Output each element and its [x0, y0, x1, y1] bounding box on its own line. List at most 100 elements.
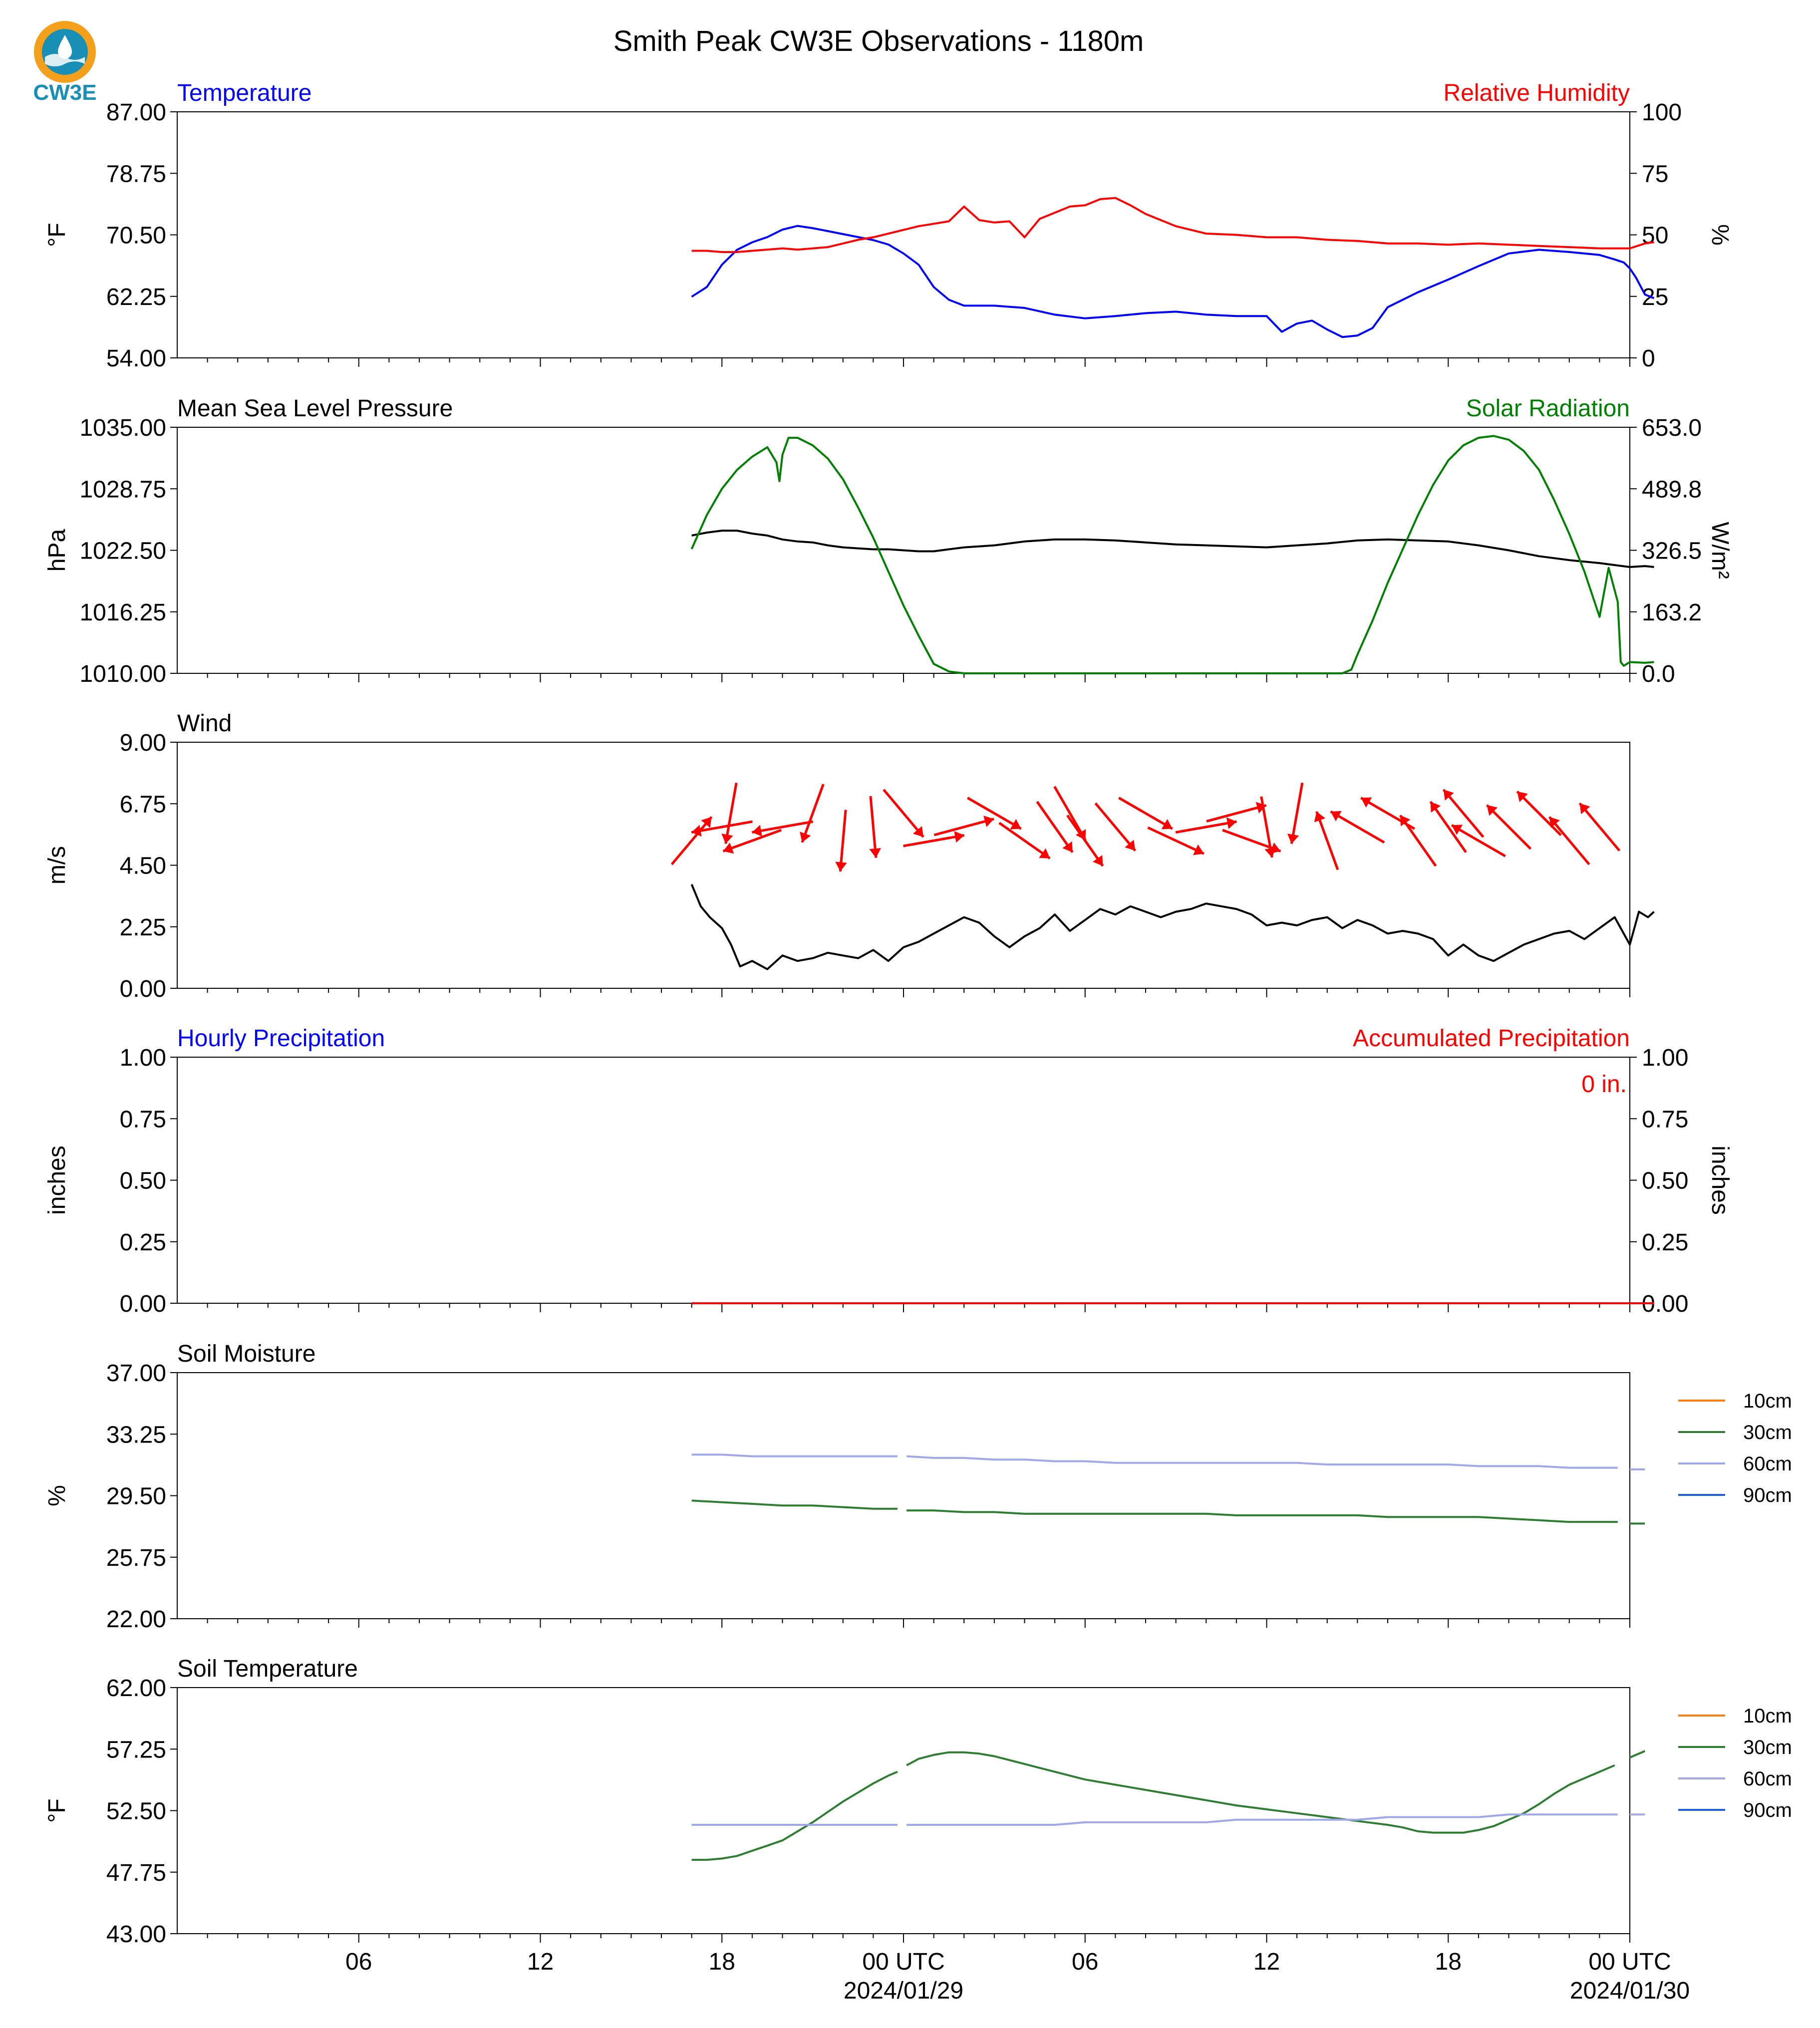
plot-frame	[177, 1057, 1630, 1304]
ytick-right-label: 163.2	[1642, 599, 1702, 626]
ytick-left-label: 4.50	[120, 853, 166, 879]
ylabel-left: m/s	[44, 846, 70, 884]
panel-temperature: Temperature Relative Humidity 54.00 62.25 70…	[44, 80, 1733, 372]
legend-label: 30cm	[1743, 1737, 1792, 1758]
ytick-left-label: 0.75	[120, 1106, 166, 1133]
wind-arrow	[1578, 802, 1621, 852]
wind-arrow	[1315, 811, 1339, 870]
xtick-label: 12	[527, 1949, 554, 1975]
wind-arrow	[883, 789, 924, 838]
ytick-left-label: 0.50	[120, 1168, 166, 1194]
series-line-60cm	[691, 1453, 1645, 1470]
xtick-label: 18	[1435, 1949, 1462, 1975]
ytick-right-label: 0	[1642, 345, 1655, 372]
panel-title-right: Relative Humidity	[1444, 80, 1630, 106]
wind-arrow-head	[1361, 797, 1372, 808]
wind-arrow-head	[800, 832, 811, 843]
wind-arrow	[1516, 790, 1562, 837]
wind-arrow-head	[752, 825, 762, 837]
series-line-30cm	[691, 1750, 1646, 1861]
legend-label: 10cm	[1743, 1390, 1792, 1412]
wind-arrow-head	[1443, 789, 1454, 801]
wind-arrow	[1036, 801, 1074, 854]
series-line-30cm	[691, 1499, 1645, 1525]
ytick-left-label: 52.50	[106, 1798, 166, 1825]
wind-arrow	[1486, 804, 1532, 850]
ytick-right-label: 100	[1642, 99, 1682, 126]
panel-title-left: Soil Temperature	[177, 1656, 358, 1682]
wind-arrow	[670, 816, 713, 866]
logo-text: CW3E	[33, 80, 96, 105]
wind-arrow-head	[1287, 834, 1299, 844]
panel-title-left: Hourly Precipitation	[177, 1025, 385, 1052]
ytick-left-label: 0.00	[120, 1291, 166, 1317]
wind-arrow	[1066, 814, 1104, 867]
wind-arrow	[903, 834, 965, 848]
panel-title-left: Mean Sea Level Pressure	[177, 395, 453, 422]
ylabel-left: %	[44, 1485, 70, 1506]
ytick-left-label: 33.25	[106, 1422, 166, 1448]
wind-arrow	[1222, 829, 1281, 853]
wind-arrow	[966, 797, 1022, 830]
panel-wind: Wind 0.00 2.25 4.50 6.75 9.00 m/s	[44, 710, 1655, 1002]
wind-arrow-head	[954, 831, 964, 843]
wind-arrow	[1053, 786, 1087, 841]
ytick-left-label: 62.00	[106, 1675, 166, 1702]
wind-arrow	[998, 822, 1051, 860]
ytick-left-label: 37.00	[106, 1360, 166, 1387]
ytick-left-label: 1016.25	[79, 599, 166, 626]
wind-arrow-head	[1161, 819, 1173, 830]
wind-arrow-head	[983, 816, 994, 827]
wind-arrow-head	[1314, 811, 1325, 823]
series-line-60cm	[691, 1813, 1645, 1826]
ylabel-right: %	[1707, 224, 1733, 246]
wind-arrow	[933, 818, 994, 837]
wind-arrow-head	[1430, 802, 1441, 813]
ytick-right-label: 0.0	[1642, 661, 1675, 687]
wind-arrow	[1399, 814, 1437, 867]
wind-arrow-head	[721, 834, 733, 844]
xtick-label: 06	[345, 1949, 372, 1975]
plot-frame	[177, 111, 1630, 358]
wind-arrow-head	[691, 825, 702, 837]
ylabel-left: inches	[44, 1146, 70, 1215]
wind-arrow	[1147, 826, 1205, 855]
ytick-right-label: 489.8	[1642, 476, 1702, 503]
wind-arrow	[1094, 802, 1137, 852]
wind-arrow-head	[1193, 844, 1204, 856]
figure-title: Smith Peak CW3E Observations - 1180m	[613, 25, 1144, 57]
wind-arrow	[752, 820, 813, 834]
ytick-left-label: 1.00	[120, 1045, 166, 1071]
wind-arrow-head	[869, 848, 881, 858]
legend-label: 10cm	[1743, 1705, 1792, 1727]
ytick-left-label: 1035.00	[79, 415, 166, 441]
time-axis: 06 12 18 00 UTC 06 12 18 00 UTC 2024/01/29 2024/0…	[345, 1949, 1690, 2004]
wind-arrow	[1175, 820, 1237, 834]
wind-arrow-head	[1579, 803, 1590, 815]
ytick-left-label: 1010.00	[79, 661, 166, 687]
wind-arrow	[1548, 816, 1590, 866]
wind-arrow-head	[1010, 819, 1021, 830]
xtick-label: 00 UTC	[1588, 1949, 1671, 1975]
wind-arrow-head	[1487, 805, 1498, 816]
wind-arrow-head	[1330, 811, 1342, 822]
wind-arrow	[691, 820, 753, 834]
ylabel-left: °F	[44, 1798, 70, 1823]
series-line-solar-radiation	[690, 435, 1654, 674]
wind-arrow	[839, 810, 847, 872]
wind-arrow	[1442, 789, 1485, 838]
date-label: 2024/01/29	[844, 1978, 963, 2004]
wind-arrow-head	[835, 862, 847, 871]
wind-arrow	[1330, 810, 1385, 844]
wind-arrow	[869, 796, 878, 858]
panel-title-left: Soil Moisture	[177, 1341, 315, 1367]
ytick-left-label: 25.75	[106, 1545, 166, 1571]
legend-label: 90cm	[1743, 1799, 1792, 1821]
plot-frame	[177, 1687, 1630, 1934]
ytick-right-label: 653.0	[1642, 415, 1702, 441]
ytick-left-label: 57.25	[106, 1737, 166, 1763]
wind-arrow	[801, 784, 825, 843]
ytick-left-label: 2.25	[120, 914, 166, 941]
ytick-right-label: 0.25	[1642, 1229, 1688, 1256]
